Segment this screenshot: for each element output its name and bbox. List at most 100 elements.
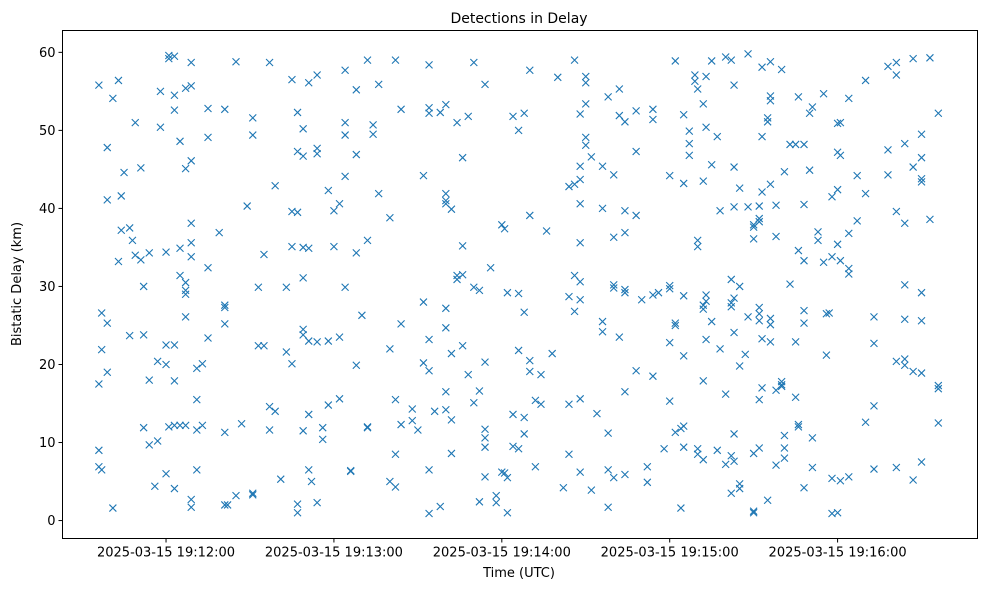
data-point — [917, 174, 926, 183]
data-point — [884, 146, 892, 154]
data-point — [766, 57, 775, 66]
data-point — [758, 132, 766, 141]
data-point — [900, 315, 909, 324]
data-point — [204, 133, 212, 142]
data-point — [187, 82, 196, 90]
data-point — [800, 306, 808, 315]
data-point — [660, 444, 668, 453]
data-point — [103, 319, 112, 328]
data-point — [870, 465, 878, 473]
data-point — [265, 402, 274, 411]
data-point — [187, 156, 196, 165]
data-point — [537, 370, 545, 379]
data-point — [164, 54, 173, 63]
data-point — [170, 106, 179, 114]
data-point — [702, 297, 710, 306]
data-point — [884, 62, 892, 71]
data-point — [330, 206, 338, 215]
data-point — [131, 118, 140, 127]
data-point — [749, 234, 758, 243]
data-point — [441, 304, 450, 313]
data-point — [170, 376, 179, 385]
data-point — [727, 451, 736, 460]
y-axis-ticks: 0 10 20 30 40 50 60 — [39, 46, 63, 529]
data-point — [917, 153, 926, 162]
data-point — [363, 423, 372, 432]
data-point — [800, 256, 808, 265]
data-point — [248, 114, 257, 122]
data-point — [649, 291, 657, 299]
data-point — [136, 163, 145, 172]
data-point — [352, 150, 361, 159]
data-point — [679, 179, 688, 188]
data-point — [162, 469, 170, 478]
data-point — [900, 355, 909, 363]
data-point — [514, 346, 523, 355]
data-point — [525, 367, 534, 376]
data-point — [481, 472, 489, 481]
data-point — [780, 167, 789, 176]
data-point — [458, 341, 467, 350]
data-point — [170, 421, 179, 430]
data-point — [220, 301, 229, 310]
data-point — [215, 228, 224, 237]
data-point — [220, 303, 229, 312]
data-point — [576, 238, 585, 247]
data-point — [702, 123, 710, 132]
data-point — [108, 504, 117, 512]
data-point — [363, 423, 372, 431]
data-point — [265, 58, 274, 67]
data-point — [254, 283, 263, 292]
data-point — [164, 423, 173, 431]
data-point — [307, 477, 316, 486]
data-point — [900, 139, 909, 148]
data-point — [800, 140, 808, 149]
data-point — [909, 476, 918, 484]
data-point — [514, 289, 523, 298]
data-point — [232, 57, 240, 66]
data-point — [271, 407, 280, 416]
data-point — [581, 99, 590, 108]
data-point — [727, 56, 736, 65]
data-point — [145, 440, 154, 449]
data-point — [870, 339, 878, 348]
data-point — [181, 290, 190, 299]
data-point — [643, 478, 652, 487]
data-point — [749, 220, 758, 229]
data-point — [509, 410, 517, 419]
data-point — [363, 56, 372, 65]
data-point — [844, 229, 853, 238]
data-point — [637, 295, 646, 304]
data-point — [730, 430, 738, 438]
x-axis-ticks: 2025-03-15 19:12:00 2025-03-15 19:13:00 20… — [97, 538, 907, 561]
data-point — [800, 200, 808, 209]
data-point — [341, 283, 350, 292]
data-point — [441, 189, 450, 198]
data-point — [699, 455, 708, 464]
data-point — [755, 395, 764, 404]
data-point — [727, 275, 736, 284]
data-point — [369, 130, 377, 139]
data-point — [397, 320, 405, 328]
data-point — [162, 360, 170, 369]
data-point — [758, 334, 766, 343]
data-point — [833, 185, 842, 194]
data-point — [679, 352, 688, 360]
data-point — [836, 151, 845, 160]
data-point — [917, 130, 926, 139]
data-point — [136, 256, 145, 264]
data-point — [777, 382, 786, 391]
data-point — [447, 205, 456, 214]
data-point — [900, 281, 909, 289]
data-point — [632, 366, 641, 375]
data-point — [755, 303, 764, 312]
data-point — [94, 81, 103, 90]
data-point — [391, 56, 400, 65]
data-point — [514, 444, 523, 453]
data-point — [755, 316, 764, 325]
data-point — [814, 227, 822, 236]
data-point — [204, 263, 212, 272]
data-point — [598, 317, 607, 326]
data-point — [176, 421, 184, 430]
data-point — [313, 149, 322, 158]
